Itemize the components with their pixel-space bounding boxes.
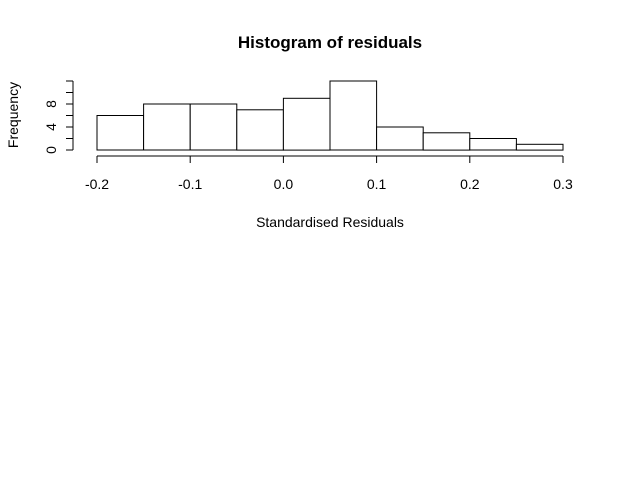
histogram-bar-10: [515, 143, 564, 151]
y-axis: 0 4 8: [43, 80, 74, 154]
x-axis: -0.2 -0.1 0.0 0.1 0.2 0.3: [85, 155, 573, 192]
histogram-bar-6: [329, 80, 378, 151]
x-tick-label-4: 0.1: [367, 176, 387, 192]
x-tick-label-6: 0.3: [553, 176, 573, 192]
y-tick-label-1: 0: [43, 146, 59, 154]
histogram-bar-1: [96, 115, 145, 151]
histogram-bar-4: [236, 109, 284, 151]
x-tick-label-2: -0.1: [178, 176, 202, 192]
chart-title: Histogram of residuals: [238, 33, 422, 52]
histogram-bar-5: [282, 97, 331, 151]
histogram-bar-2: [143, 103, 191, 151]
histogram-bar-3: [189, 103, 238, 151]
x-tick-label-1: -0.2: [85, 176, 109, 192]
y-tick-label-3: 4: [43, 123, 59, 131]
histogram-bar-9: [469, 138, 517, 151]
histogram-bar-8: [422, 132, 471, 151]
bars-group: [96, 80, 564, 151]
y-axis-label: Frequency: [5, 82, 21, 148]
x-axis-label: Standardised Residuals: [256, 214, 404, 230]
histogram-bar-7: [376, 126, 424, 151]
x-tick-label-5: 0.2: [460, 176, 480, 192]
x-tick-label-3: 0.0: [274, 176, 294, 192]
y-tick-label-5: 8: [43, 100, 59, 108]
